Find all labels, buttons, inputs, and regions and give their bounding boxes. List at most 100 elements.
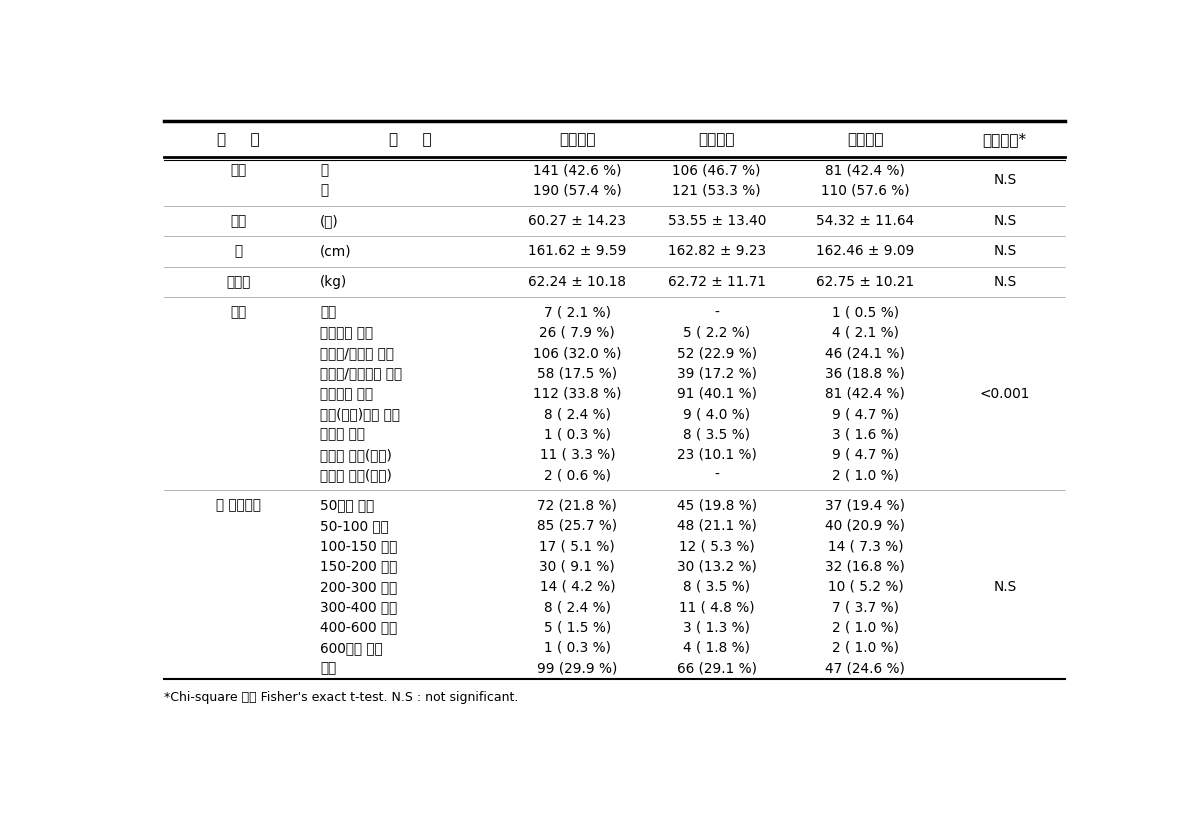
Text: 110 (57.6 %): 110 (57.6 %) — [821, 183, 910, 197]
Text: 남: 남 — [320, 163, 329, 177]
Text: 12 ( 5.3 %): 12 ( 5.3 %) — [679, 540, 754, 554]
Text: 81 (42.4 %): 81 (42.4 %) — [825, 387, 905, 401]
Text: 121 (53.3 %): 121 (53.3 %) — [673, 183, 761, 197]
Text: 106 (46.7 %): 106 (46.7 %) — [673, 163, 761, 177]
Text: 8 ( 2.4 %): 8 ( 2.4 %) — [544, 601, 610, 614]
Text: 200-300 만원: 200-300 만원 — [320, 580, 397, 594]
Text: 162.46 ± 9.09: 162.46 ± 9.09 — [817, 244, 915, 258]
Text: 62.24 ± 10.18: 62.24 ± 10.18 — [529, 275, 626, 289]
Text: N.S: N.S — [993, 244, 1017, 258]
Text: 36 (18.8 %): 36 (18.8 %) — [825, 366, 905, 380]
Text: 14 ( 4.2 %): 14 ( 4.2 %) — [540, 580, 615, 594]
Text: 2 ( 0.6 %): 2 ( 0.6 %) — [544, 468, 610, 482]
Text: (kg): (kg) — [320, 275, 348, 289]
Text: 모무게: 모무게 — [225, 275, 251, 289]
Text: 여: 여 — [320, 183, 329, 197]
Text: 9 ( 4.7 %): 9 ( 4.7 %) — [832, 448, 899, 462]
Text: 초등학교 중퇴: 초등학교 중퇴 — [320, 326, 373, 340]
Text: 26 ( 7.9 %): 26 ( 7.9 %) — [540, 326, 615, 340]
Text: 나이: 나이 — [230, 214, 246, 228]
Text: 60.27 ± 14.23: 60.27 ± 14.23 — [529, 214, 626, 228]
Text: 8 ( 3.5 %): 8 ( 3.5 %) — [683, 427, 751, 441]
Text: 23 (10.1 %): 23 (10.1 %) — [676, 448, 757, 462]
Text: 대학교 중퇴: 대학교 중퇴 — [320, 427, 364, 441]
Text: 7 ( 2.1 %): 7 ( 2.1 %) — [544, 305, 610, 319]
Text: N.S: N.S — [993, 214, 1017, 228]
Text: 600만원 이상: 600만원 이상 — [320, 641, 382, 655]
Text: 106 (32.0 %): 106 (32.0 %) — [534, 346, 621, 360]
Text: 8 ( 3.5 %): 8 ( 3.5 %) — [683, 580, 751, 594]
Text: 37 (19.4 %): 37 (19.4 %) — [825, 498, 905, 512]
Text: 2 ( 1.0 %): 2 ( 1.0 %) — [832, 468, 899, 482]
Text: 고등학교 졸업: 고등학교 졸업 — [320, 387, 373, 401]
Text: 32 (16.8 %): 32 (16.8 %) — [825, 559, 905, 573]
Text: 46 (24.1 %): 46 (24.1 %) — [825, 346, 905, 360]
Text: 비교지역: 비교지역 — [848, 132, 884, 147]
Text: 100-150 만원: 100-150 만원 — [320, 540, 397, 554]
Text: 4 ( 1.8 %): 4 ( 1.8 %) — [683, 641, 751, 655]
Text: 4 ( 2.1 %): 4 ( 2.1 %) — [832, 326, 899, 340]
Text: (만): (만) — [320, 214, 338, 228]
Text: 기술(전문)학교 졸업: 기술(전문)학교 졸업 — [320, 407, 400, 421]
Text: 무학: 무학 — [320, 305, 336, 319]
Text: 400-600 만원: 400-600 만원 — [320, 620, 397, 634]
Text: 99 (29.9 %): 99 (29.9 %) — [537, 661, 617, 675]
Text: N.S: N.S — [993, 275, 1017, 289]
Text: 11 ( 3.3 %): 11 ( 3.3 %) — [540, 448, 615, 462]
Text: 162.82 ± 9.23: 162.82 ± 9.23 — [668, 244, 766, 258]
Text: 39 (17.2 %): 39 (17.2 %) — [676, 366, 757, 380]
Text: 7 ( 3.7 %): 7 ( 3.7 %) — [832, 601, 899, 614]
Text: 대학원 이상(재학): 대학원 이상(재학) — [320, 468, 392, 482]
Text: 85 (25.7 %): 85 (25.7 %) — [537, 519, 617, 533]
Text: 50-100 만원: 50-100 만원 — [320, 519, 388, 533]
Text: 62.75 ± 10.21: 62.75 ± 10.21 — [817, 275, 915, 289]
Text: 항     목: 항 목 — [217, 132, 259, 147]
Text: 150-200 만원: 150-200 만원 — [320, 559, 397, 573]
Text: 91 (40.1 %): 91 (40.1 %) — [676, 387, 757, 401]
Text: 48 (21.1 %): 48 (21.1 %) — [676, 519, 757, 533]
Text: 53.55 ± 13.40: 53.55 ± 13.40 — [668, 214, 766, 228]
Text: 112 (33.8 %): 112 (33.8 %) — [534, 387, 621, 401]
Text: -: - — [715, 468, 719, 482]
Text: 14 ( 7.3 %): 14 ( 7.3 %) — [827, 540, 903, 554]
Text: 중교졸/고등학교 중퇴: 중교졸/고등학교 중퇴 — [320, 366, 402, 380]
Text: 5 ( 1.5 %): 5 ( 1.5 %) — [543, 620, 611, 634]
Text: <0.001: <0.001 — [980, 387, 1030, 401]
Text: 52 (22.9 %): 52 (22.9 %) — [676, 346, 757, 360]
Text: 1 ( 0.3 %): 1 ( 0.3 %) — [544, 427, 610, 441]
Text: 1 ( 0.5 %): 1 ( 0.5 %) — [832, 305, 899, 319]
Text: 하동노출: 하동노출 — [699, 132, 735, 147]
Text: 남해노출: 남해노출 — [559, 132, 596, 147]
Text: 58 (17.5 %): 58 (17.5 %) — [537, 366, 617, 380]
Text: 300-400 만원: 300-400 만원 — [320, 601, 397, 614]
Text: (cm): (cm) — [320, 244, 351, 258]
Text: 190 (57.4 %): 190 (57.4 %) — [532, 183, 622, 197]
Text: 62.72 ± 11.71: 62.72 ± 11.71 — [668, 275, 766, 289]
Text: 30 ( 9.1 %): 30 ( 9.1 %) — [540, 559, 615, 573]
Text: 유의수준*: 유의수준* — [983, 132, 1026, 147]
Text: 161.62 ± 9.59: 161.62 ± 9.59 — [528, 244, 627, 258]
Text: 11 ( 4.8 %): 11 ( 4.8 %) — [679, 601, 754, 614]
Text: 학력: 학력 — [230, 305, 246, 319]
Text: 모름: 모름 — [320, 661, 336, 675]
Text: 대학교 졸업(재학): 대학교 졸업(재학) — [320, 448, 392, 462]
Text: 141 (42.6 %): 141 (42.6 %) — [534, 163, 621, 177]
Text: -: - — [715, 305, 719, 319]
Text: 9 ( 4.7 %): 9 ( 4.7 %) — [832, 407, 899, 421]
Text: *Chi-square 또는 Fisher's exact t-test. N.S : not significant.: *Chi-square 또는 Fisher's exact t-test. N.… — [164, 691, 518, 704]
Text: 50만원 미만: 50만원 미만 — [320, 498, 374, 512]
Text: 성별: 성별 — [230, 163, 246, 177]
Text: 30 (13.2 %): 30 (13.2 %) — [676, 559, 757, 573]
Text: 8 ( 2.4 %): 8 ( 2.4 %) — [544, 407, 610, 421]
Text: 3 ( 1.6 %): 3 ( 1.6 %) — [832, 427, 899, 441]
Text: 월 평균수입: 월 평균수입 — [216, 498, 260, 512]
Text: 초교졸/중학교 중퇴: 초교졸/중학교 중퇴 — [320, 346, 394, 360]
Text: 3 ( 1.3 %): 3 ( 1.3 %) — [683, 620, 751, 634]
Text: 17 ( 5.1 %): 17 ( 5.1 %) — [540, 540, 615, 554]
Text: 2 ( 1.0 %): 2 ( 1.0 %) — [832, 620, 899, 634]
Text: 81 (42.4 %): 81 (42.4 %) — [825, 163, 905, 177]
Text: 47 (24.6 %): 47 (24.6 %) — [825, 661, 905, 675]
Text: 5 ( 2.2 %): 5 ( 2.2 %) — [683, 326, 751, 340]
Text: 1 ( 0.3 %): 1 ( 0.3 %) — [544, 641, 610, 655]
Text: 40 (20.9 %): 40 (20.9 %) — [825, 519, 905, 533]
